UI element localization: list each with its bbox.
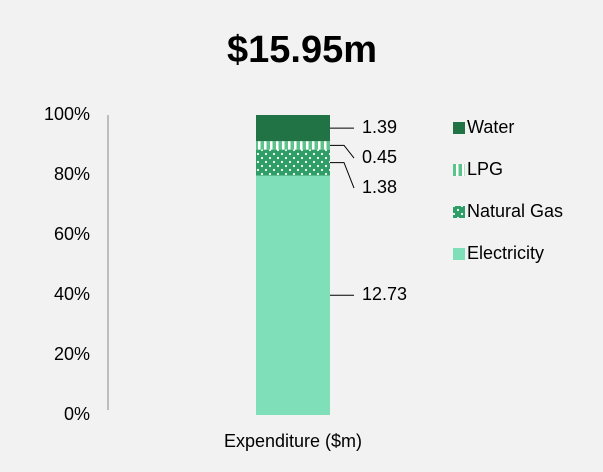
y-tick-label: 0% <box>64 404 90 424</box>
y-tick-label: 80% <box>54 164 90 184</box>
y-tick-label: 60% <box>54 224 90 244</box>
data-label: 1.39 <box>362 117 397 137</box>
y-tick-label: 40% <box>54 284 90 304</box>
legend-label: Water <box>467 117 514 137</box>
x-tick-label: Expenditure ($m) <box>224 431 362 451</box>
bar-segment <box>256 175 330 415</box>
legend-swatch <box>453 206 465 218</box>
data-label: 1.38 <box>362 177 397 197</box>
data-label: 12.73 <box>362 284 407 304</box>
chart-title: $15.95m <box>227 29 377 71</box>
bar-segment <box>256 115 330 142</box>
legend-label: LPG <box>467 159 503 179</box>
data-label: 0.45 <box>362 147 397 167</box>
legend-swatch <box>453 248 465 260</box>
y-tick-label: 20% <box>54 344 90 364</box>
legend-label: Natural Gas <box>467 201 563 221</box>
bar-segment <box>256 141 330 150</box>
leader-line <box>330 144 355 159</box>
legend-swatch <box>453 164 465 176</box>
y-tick-label: 100% <box>44 104 90 124</box>
legend-swatch <box>453 122 465 134</box>
leader-line <box>330 162 355 189</box>
bar-segment <box>256 149 330 176</box>
legend-label: Electricity <box>467 243 544 263</box>
